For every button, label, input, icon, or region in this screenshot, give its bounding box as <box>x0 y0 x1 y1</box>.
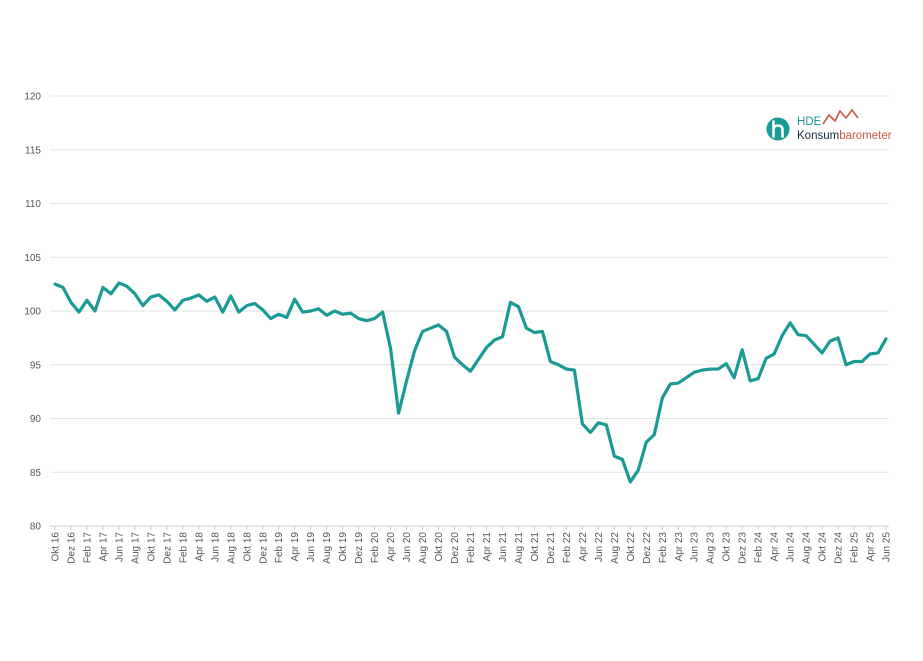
x-tick-label: Jun 20 <box>402 532 413 562</box>
x-tick-label: Dez 16 <box>66 532 77 564</box>
x-tick-label: Okt 19 <box>338 532 349 562</box>
x-tick-label: Jun 24 <box>786 532 797 562</box>
x-tick-label: Dez 18 <box>258 532 269 564</box>
x-tick-label: Dez 19 <box>354 532 365 564</box>
x-tick-label: Apr 18 <box>194 532 205 562</box>
x-tick-label: Okt 22 <box>626 532 637 562</box>
logo-circle-icon <box>766 117 790 141</box>
x-tick-label: Dez 21 <box>546 532 557 564</box>
x-tick-label: Apr 21 <box>482 532 493 562</box>
y-tick-label: 80 <box>30 522 42 533</box>
x-tick-label: Aug 22 <box>610 532 621 564</box>
y-axis-ticks: 80 85 90 95 100 105 110 115 120 <box>24 92 41 533</box>
y-tick-label: 85 <box>30 468 42 479</box>
x-tick-label: Dez 20 <box>450 532 461 564</box>
x-tick-label: Okt 24 <box>818 532 829 562</box>
x-tick-label: Okt 16 <box>51 532 62 562</box>
logo-word-konsum: Konsum <box>797 130 839 142</box>
y-tick-label: 95 <box>30 360 42 371</box>
x-tick-label: Jun 18 <box>210 532 221 562</box>
hde-konsumbarometer-logo: HDE Konsumbarometer <box>766 109 892 142</box>
x-tick-label: Feb 22 <box>562 532 573 564</box>
x-tick-label: Apr 19 <box>290 532 301 562</box>
x-tick-label: Feb 24 <box>754 532 765 564</box>
logo-hde-text: HDE <box>797 116 822 128</box>
x-tick-label: Jun 17 <box>114 532 125 562</box>
y-tick-label: 110 <box>25 199 41 210</box>
y-tick-label: 115 <box>25 145 41 156</box>
x-tick-label: Aug 21 <box>514 532 525 564</box>
x-tick-label: Aug 24 <box>802 532 813 564</box>
y-tick-label: 90 <box>30 414 42 425</box>
x-tick-label: Apr 24 <box>770 532 781 562</box>
x-tick-label: Feb 21 <box>466 532 477 564</box>
x-tick-label: Feb 23 <box>658 532 669 564</box>
x-tick-label: Apr 25 <box>866 532 877 562</box>
x-tick-label: Aug 18 <box>226 532 237 564</box>
x-tick-label: Apr 23 <box>674 532 685 562</box>
x-tick-label: Okt 21 <box>530 532 541 562</box>
x-tick-label: Dez 17 <box>162 532 173 564</box>
x-tick-label: Okt 23 <box>722 532 733 562</box>
x-tick-label: Jun 25 <box>882 532 893 562</box>
x-tick-label: Okt 18 <box>242 532 253 562</box>
gridlines <box>50 95 889 527</box>
x-tick-label: Okt 17 <box>146 532 157 562</box>
x-axis-ticks: Okt 16 Dez 16 Feb 17 Apr 17 Jun 17 Aug 17 Okt … <box>51 526 893 564</box>
x-tick-label: Jun 21 <box>498 532 509 562</box>
x-tick-label: Apr 17 <box>98 532 109 562</box>
y-tick-label: 120 <box>24 92 41 103</box>
x-tick-label: Aug 23 <box>706 532 717 564</box>
x-tick-label: Feb 20 <box>370 532 381 564</box>
x-tick-label: Okt 20 <box>434 532 445 562</box>
x-tick-label: Feb 25 <box>850 532 861 564</box>
logo-zigzag-icon <box>822 109 859 125</box>
logo-h-glyph-icon <box>772 120 784 138</box>
logo-word-barometer: barometer <box>839 130 892 142</box>
y-tick-label: 105 <box>24 253 41 264</box>
x-tick-label: Feb 18 <box>178 532 189 564</box>
x-tick-label: Jun 19 <box>306 532 317 562</box>
x-tick-label: Feb 17 <box>82 532 93 564</box>
x-tick-label: Feb 19 <box>274 532 285 564</box>
logo-wordmark: Konsumbarometer <box>797 130 892 142</box>
x-tick-label: Aug 20 <box>418 532 429 564</box>
x-tick-label: Dez 22 <box>642 532 653 564</box>
x-tick-label: Dez 24 <box>834 532 845 564</box>
x-tick-label: Jun 23 <box>690 532 701 562</box>
x-tick-label: Aug 17 <box>130 532 141 564</box>
x-tick-label: Jun 22 <box>594 532 605 562</box>
series-line <box>53 281 888 484</box>
y-tick-label: 100 <box>24 307 41 318</box>
x-tick-label: Apr 20 <box>386 532 397 562</box>
x-tick-label: Aug 19 <box>322 532 333 564</box>
x-tick-label: Apr 22 <box>578 532 589 562</box>
x-tick-label: Dez 23 <box>738 532 749 564</box>
